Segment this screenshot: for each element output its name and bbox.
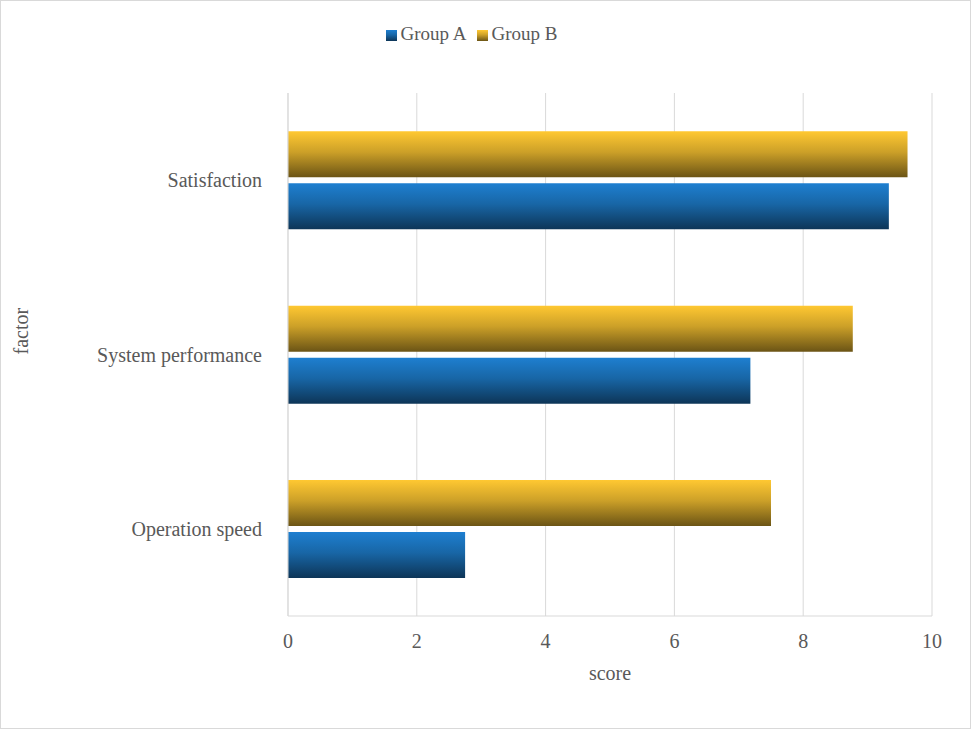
svg-text:8: 8 — [798, 630, 808, 652]
svg-text:4: 4 — [541, 630, 551, 652]
svg-text:Operation speed: Operation speed — [131, 518, 262, 541]
svg-text:6: 6 — [669, 630, 679, 652]
html-text:Group A: Group A — [400, 23, 467, 44]
svg-text:2: 2 — [412, 630, 422, 652]
svg-text:score: score — [589, 662, 631, 684]
svg-text:factor: factor — [10, 308, 32, 355]
svg-text:System performance: System performance — [97, 344, 262, 367]
svg-text:Satisfaction: Satisfaction — [168, 169, 262, 191]
svg-text:10: 10 — [922, 630, 942, 652]
svg-text:0: 0 — [283, 630, 293, 652]
html-text:Group B: Group B — [491, 23, 558, 44]
